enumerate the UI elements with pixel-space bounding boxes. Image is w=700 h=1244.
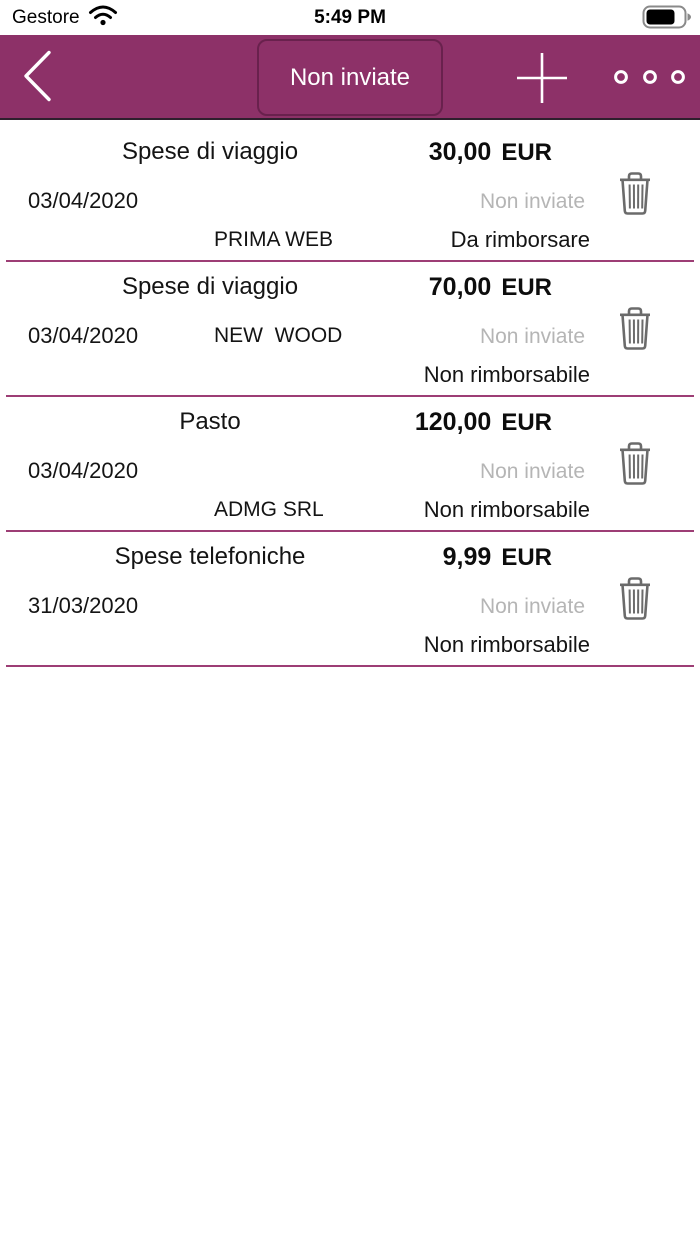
more-options-button[interactable] [612, 69, 686, 85]
expense-amount-value: 120,00 [414, 408, 492, 436]
expense-reimbursement: Da rimborsare [450, 227, 590, 252]
expense-list: Spese di viaggio 30,00 EUR 03/04/2020 PR… [0, 120, 700, 667]
expense-reimbursement: Non rimborsabile [423, 362, 590, 387]
trash-icon [616, 172, 654, 220]
expense-currency: EUR [501, 409, 552, 436]
expense-reimbursement: Non rimborsabile [423, 497, 590, 522]
expense-amount: 30,00 EUR [429, 138, 552, 167]
battery-icon [642, 5, 692, 34]
expense-amount-value: 70,00 [428, 273, 492, 301]
expense-row[interactable]: Spese di viaggio 30,00 EUR 03/04/2020 PR… [0, 127, 700, 262]
expense-amount-value: 9,99 [442, 543, 492, 571]
expense-merchant: ADMG SRL [214, 498, 324, 521]
expense-currency: EUR [501, 274, 552, 301]
status-bar: Gestore 5:49 PM [0, 0, 700, 35]
row-separator [6, 665, 694, 667]
expense-row[interactable]: Spese telefoniche 9,99 EUR 31/03/2020 No… [0, 532, 700, 667]
delete-button[interactable] [615, 170, 655, 218]
expense-amount-value: 30,00 [428, 138, 492, 166]
expense-amount: 120,00 EUR [415, 408, 552, 437]
expense-merchant: PRIMA WEB [214, 228, 334, 251]
wifi-icon [88, 4, 118, 31]
expense-category: Spese di viaggio [121, 273, 299, 300]
trash-icon [616, 577, 654, 625]
delete-button[interactable] [615, 575, 655, 623]
expense-row[interactable]: Pasto 120,00 EUR 03/04/2020 ADMG SRL Non… [0, 397, 700, 532]
expense-status: Non inviate [479, 190, 585, 213]
row-separator [6, 260, 694, 262]
expense-reimbursement: Non rimborsabile [423, 632, 590, 657]
trash-icon [616, 307, 654, 355]
status-bar-left: Gestore [12, 0, 118, 35]
plus-icon [514, 53, 570, 109]
row-separator [6, 530, 694, 532]
expense-amount: 70,00 EUR [429, 273, 552, 302]
ellipsis-icon [612, 70, 686, 88]
nav-title-button[interactable]: Non inviate [257, 39, 443, 116]
trash-icon [616, 442, 654, 490]
chevron-left-icon [22, 50, 52, 105]
carrier-label: Gestore [12, 6, 80, 28]
delete-button[interactable] [615, 305, 655, 353]
expense-date: 31/03/2020 [28, 593, 139, 618]
back-button[interactable] [22, 49, 72, 105]
clock-label: 5:49 PM [314, 6, 386, 28]
expense-currency: EUR [501, 139, 552, 166]
expense-status: Non inviate [479, 325, 585, 348]
expense-date: 03/04/2020 [28, 188, 139, 213]
row-separator [6, 395, 694, 397]
page-title: Non inviate [289, 63, 411, 91]
expense-date: 03/04/2020 [28, 458, 139, 483]
expense-category: Pasto [179, 408, 241, 435]
nav-bar: Non inviate [0, 35, 700, 120]
add-expense-button[interactable] [514, 50, 570, 106]
expense-merchant: NEW WOOD [214, 324, 343, 347]
delete-button[interactable] [615, 440, 655, 488]
expense-row[interactable]: Spese di viaggio 70,00 EUR 03/04/2020 NE… [0, 262, 700, 397]
expense-currency: EUR [501, 544, 552, 571]
expense-date: 03/04/2020 [28, 323, 139, 348]
expense-category: Spese di viaggio [121, 138, 299, 165]
expense-status: Non inviate [479, 595, 585, 618]
expense-amount: 9,99 EUR [443, 543, 552, 572]
expense-status: Non inviate [479, 460, 585, 483]
expense-category: Spese telefoniche [114, 543, 306, 570]
